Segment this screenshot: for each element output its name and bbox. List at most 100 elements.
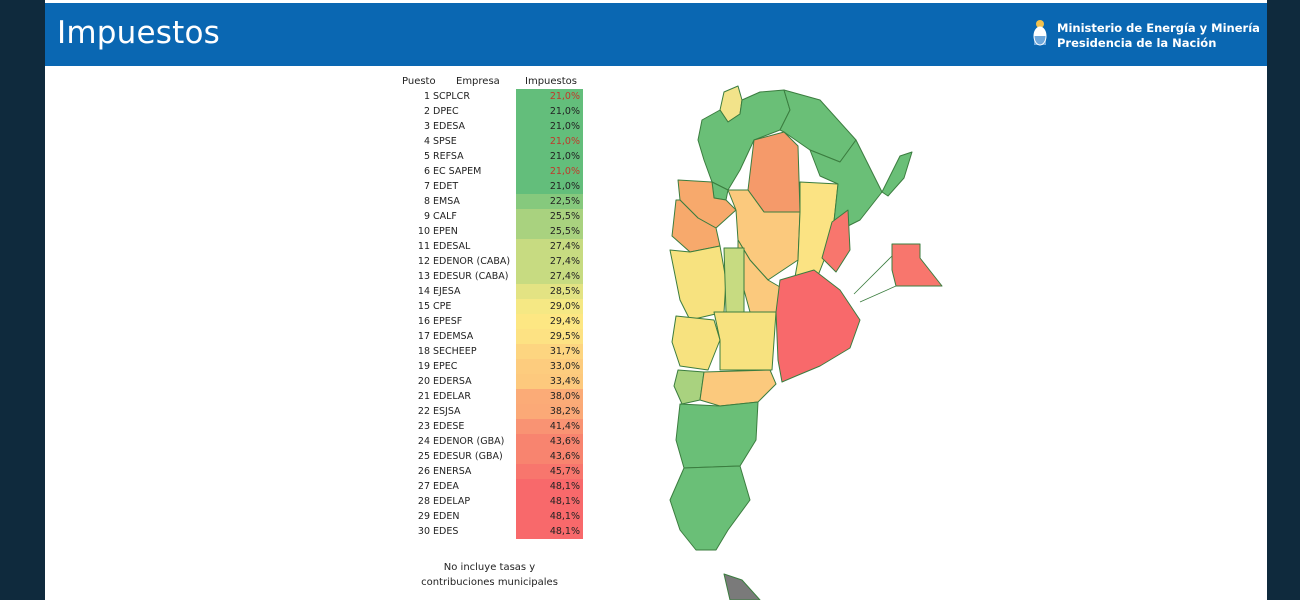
column-header-tax: Impuestos	[525, 76, 577, 87]
rank-number: 13	[417, 271, 430, 282]
company-name: ESJSA	[433, 406, 461, 417]
rank-number: 16	[417, 316, 430, 327]
tax-value: 29,0%	[516, 299, 583, 314]
tax-value: 21,0%	[516, 134, 583, 149]
presidency-name: Presidencia de la Nación	[1057, 36, 1217, 50]
tax-value: 48,1%	[516, 524, 583, 539]
column-header-company: Empresa	[456, 76, 500, 87]
rank-number: 6	[423, 166, 430, 177]
ministry-name: Ministerio de Energía y Minería	[1057, 21, 1260, 35]
table-row: 29 EDEN 48,1%	[398, 509, 588, 524]
company-name: CPE	[433, 301, 452, 312]
entre-rios-province	[821, 209, 851, 273]
tax-value: 41,4%	[516, 419, 583, 434]
company-name: ENERSA	[433, 466, 472, 477]
tax-value: 21,0%	[516, 149, 583, 164]
company-name: REFSA	[433, 151, 464, 162]
table-row: 13 EDESUR (CABA) 27,4%	[398, 269, 588, 284]
tierra-del-fuego-province	[723, 573, 761, 600]
table-row: 27 EDEA 48,1%	[398, 479, 588, 494]
company-name: SECHEEP	[433, 346, 477, 357]
tax-value: 27,4%	[516, 239, 583, 254]
company-name: SPSE	[433, 136, 457, 147]
ministry-logo-text: Ministerio de Energía y Minería Presiden…	[1057, 21, 1260, 51]
rank-number: 14	[417, 286, 430, 297]
tax-value: 43,6%	[516, 434, 583, 449]
santiago-del-estero-province	[727, 189, 801, 281]
table-row: 7 EDET 21,0%	[398, 179, 588, 194]
table-row: 9 CALF 25,5%	[398, 209, 588, 224]
coat-of-arms-icon	[1033, 20, 1047, 46]
table-row: 19 EPEC 33,0%	[398, 359, 588, 374]
table-footnote: No incluye tasas y contribuciones munici…	[421, 562, 558, 588]
table-row: 4 SPSE 21,0%	[398, 134, 588, 149]
company-name: EDENOR (CABA)	[433, 256, 511, 267]
column-header-rank: Puesto	[402, 76, 436, 87]
rank-number: 1	[423, 91, 430, 102]
slide: Impuestos Ministerio de Energía y Minerí…	[45, 0, 1267, 600]
table-row: 16 EPESF 29,4%	[398, 314, 588, 329]
table-row: 25 EDESUR (GBA) 43,6%	[398, 449, 588, 464]
inset-pointer-line-top	[853, 255, 893, 295]
tax-value: 38,0%	[516, 389, 583, 404]
rank-number: 18	[417, 346, 430, 357]
table-row: 18 SECHEEP 31,7%	[398, 344, 588, 359]
mendoza-province	[671, 315, 721, 371]
company-name: EPEC	[433, 361, 458, 372]
rank-number: 25	[417, 451, 430, 462]
company-name: EPESF	[433, 316, 463, 327]
table-row: 23 EDESE 41,4%	[398, 419, 588, 434]
rank-number: 9	[423, 211, 430, 222]
rank-number: 4	[423, 136, 430, 147]
table-row: 15 CPE 29,0%	[398, 299, 588, 314]
rank-number: 8	[423, 196, 430, 207]
rio-negro-province	[699, 369, 777, 407]
company-name: EDESUR (GBA)	[433, 451, 503, 462]
company-name: EDESAL	[433, 241, 471, 252]
rank-number: 15	[417, 301, 430, 312]
rank-number: 26	[417, 466, 430, 477]
tax-value: 29,4%	[516, 314, 583, 329]
tax-value: 25,5%	[516, 224, 583, 239]
table-row: 8 EMSA 22,5%	[398, 194, 588, 209]
tax-value: 33,0%	[516, 359, 583, 374]
rank-number: 10	[417, 226, 430, 237]
tax-value: 33,4%	[516, 374, 583, 389]
tax-value: 21,0%	[516, 164, 583, 179]
tax-value: 27,4%	[516, 269, 583, 284]
tax-value: 25,5%	[516, 209, 583, 224]
company-name: EDESUR (CABA)	[433, 271, 509, 282]
tax-value: 27,4%	[516, 254, 583, 269]
table-row: 3 EDESA 21,0%	[398, 119, 588, 134]
tax-value: 28,5%	[516, 284, 583, 299]
tax-value: 21,0%	[516, 104, 583, 119]
company-name: EC SAPEM	[433, 166, 482, 177]
rank-number: 7	[423, 181, 430, 192]
table-row: 24 EDENOR (GBA) 43,6%	[398, 434, 588, 449]
caba-inset	[891, 243, 943, 287]
company-name: EPEN	[433, 226, 458, 237]
company-name: EDES	[433, 526, 459, 537]
company-name: DPEC	[433, 106, 459, 117]
rank-number: 29	[417, 511, 430, 522]
company-name: EDEN	[433, 511, 460, 522]
table-row: 21 EDELAR 38,0%	[398, 389, 588, 404]
tax-value: 31,7%	[516, 344, 583, 359]
header-bar: Impuestos Ministerio de Energía y Minerí…	[45, 3, 1267, 66]
page-title: Impuestos	[57, 15, 220, 51]
company-name: EDESE	[433, 421, 465, 432]
table-row: 28 EDELAP 48,1%	[398, 494, 588, 509]
table-row: 12 EDENOR (CABA) 27,4%	[398, 254, 588, 269]
table-row: 14 EJESA 28,5%	[398, 284, 588, 299]
tax-value: 21,0%	[516, 89, 583, 104]
tax-value: 48,1%	[516, 494, 583, 509]
tax-value: 29,5%	[516, 329, 583, 344]
rank-number: 30	[417, 526, 430, 537]
la-rioja-province	[671, 199, 721, 253]
company-name: EDEMSA	[433, 331, 474, 342]
tax-value: 38,2%	[516, 404, 583, 419]
rank-number: 5	[423, 151, 430, 162]
santa-cruz-province	[669, 465, 751, 551]
rank-number: 17	[417, 331, 430, 342]
rank-number: 20	[417, 376, 430, 387]
